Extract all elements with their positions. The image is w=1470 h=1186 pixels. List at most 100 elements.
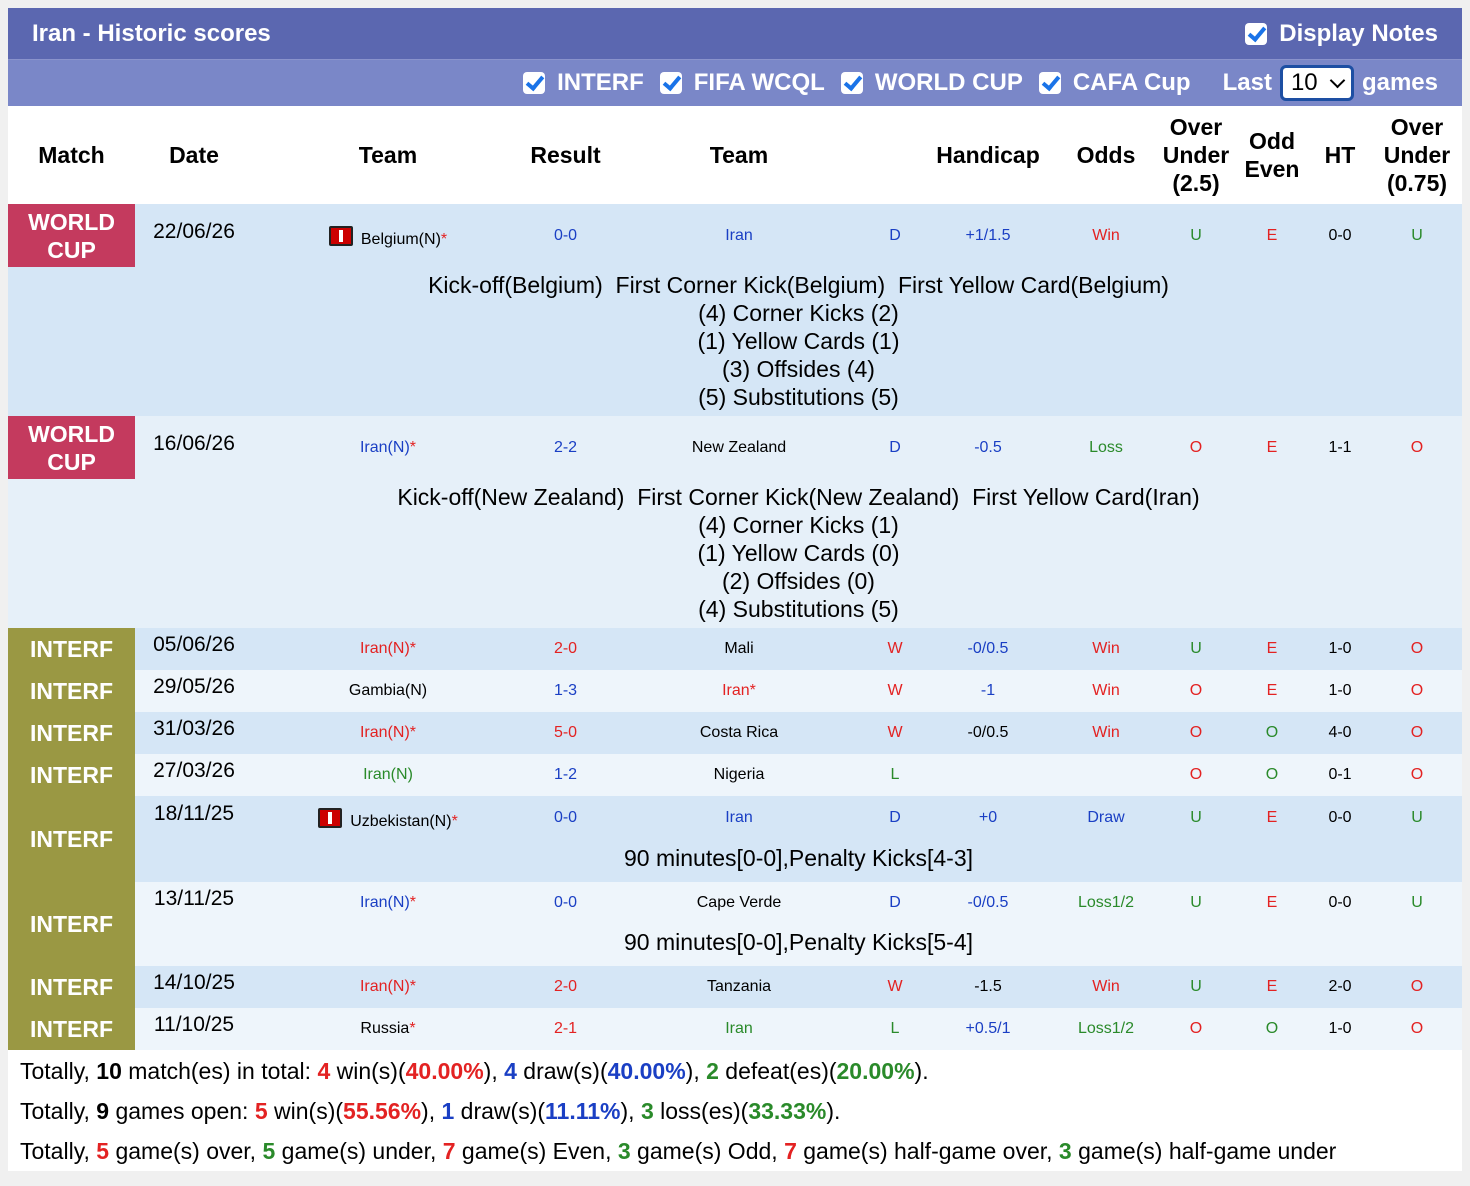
filter-cafa-cup[interactable]: CAFA Cup (1038, 69, 1191, 97)
away-team[interactable]: Tanzania (706, 978, 772, 995)
odd-even: E (1266, 894, 1278, 911)
last-label: Last (1222, 69, 1272, 96)
filter-cafa-cup-checkbox[interactable] (1038, 72, 1061, 94)
home-team[interactable]: Iran(N) (363, 766, 413, 783)
league-badge[interactable]: WORLD CUP (8, 204, 135, 267)
filter-fifa-wcql[interactable]: FIFA WCQL (659, 69, 825, 97)
over-under-ht: U (1411, 809, 1423, 826)
match-date: 31/03/26 (153, 717, 235, 740)
note-line: (4) Corner Kicks (1) (698, 512, 899, 538)
league-badge[interactable]: INTERF (8, 712, 135, 754)
odds-cell: Loss1/2 (1056, 889, 1156, 917)
away-team[interactable]: Cape Verde (696, 894, 782, 911)
handicap-cell: -0/0.5 (920, 635, 1056, 663)
match-result[interactable]: 2-0 (553, 978, 578, 995)
away-team[interactable]: New Zealand (691, 438, 787, 456)
away-team-cell: Nigeria (608, 761, 870, 789)
home-team-cell: Gambia(N) (253, 677, 523, 705)
league-badge[interactable]: INTERF (8, 882, 135, 966)
oe-cell: E (1236, 677, 1308, 705)
col-team-away: Team (709, 142, 769, 168)
away-team[interactable]: Costa Rica (699, 724, 779, 741)
home-team-cell: Iran(N)* (253, 434, 523, 462)
away-team[interactable]: Nigeria (713, 766, 765, 783)
match-block: INTERF 27/03/26 Iran(N) 1-2 Nigeria L O O 0-1 O (8, 754, 1462, 796)
home-team[interactable]: Iran(N) (359, 640, 410, 657)
handicap-cell: +1/1.5 (920, 222, 1056, 250)
match-result[interactable]: 2-1 (553, 1020, 578, 1037)
match-result[interactable]: 0-0 (553, 226, 578, 244)
over-under: U (1190, 226, 1202, 244)
ou-cell: O (1156, 1015, 1236, 1043)
ht-cell: 1-0 (1308, 635, 1372, 663)
home-team[interactable]: Uzbekistan(N) (350, 813, 452, 830)
home-team[interactable]: Iran(N) (359, 894, 410, 911)
filter-interf[interactable]: INTERF (523, 69, 644, 97)
home-team[interactable]: Russia (360, 1020, 410, 1037)
note-line: (4) Substitutions (5) (698, 596, 899, 622)
handicap: -0/0.5 (967, 894, 1009, 911)
host-star: * (409, 640, 416, 657)
match-result[interactable]: 5-0 (553, 724, 578, 741)
match-date: 29/05/26 (153, 675, 235, 698)
ou-cell: O (1156, 761, 1236, 789)
odd-even: O (1265, 766, 1279, 783)
display-notes-toggle[interactable]: Display Notes (1245, 20, 1438, 48)
odd-even: E (1266, 438, 1278, 456)
match-result[interactable]: 2-2 (553, 438, 578, 456)
away-team[interactable]: Iran (725, 1020, 753, 1037)
host-star: * (409, 1020, 416, 1037)
league-badge[interactable]: INTERF (8, 754, 135, 796)
oe-cell: O (1236, 719, 1308, 747)
ou2-cell: U (1372, 804, 1462, 832)
match-result[interactable]: 1-2 (553, 766, 578, 783)
wl-cell: W (870, 719, 920, 747)
match-date: 05/06/26 (153, 633, 235, 656)
home-team[interactable]: Iran(N) (359, 438, 410, 456)
home-team-cell: Russia* (253, 1015, 523, 1043)
league-badge[interactable]: INTERF (8, 628, 135, 670)
date-cell: 13/11/25 (135, 885, 253, 913)
result-cell: 5-0 (523, 719, 608, 747)
last-games-select[interactable]: 10 (1279, 65, 1354, 101)
wl-cell: W (870, 973, 920, 1001)
league-badge[interactable]: INTERF (8, 796, 135, 882)
col-result: Result (530, 142, 601, 168)
away-team[interactable]: Iran (722, 682, 750, 699)
oe-cell: E (1236, 889, 1308, 917)
host-star: * (440, 230, 448, 248)
match-date: 14/10/25 (153, 971, 235, 994)
result-cell: 2-1 (523, 1015, 608, 1043)
match-result[interactable]: 0-0 (553, 809, 578, 826)
match-result[interactable]: 1-3 (553, 682, 578, 699)
filter-world-cup[interactable]: WORLD CUP (840, 69, 1023, 97)
filter-world-cup-checkbox[interactable] (840, 72, 863, 94)
match-result[interactable]: 2-0 (553, 640, 578, 657)
home-team[interactable]: Gambia(N) (348, 682, 428, 699)
league-badge[interactable]: WORLD CUP (8, 416, 135, 479)
ou2-cell: U (1372, 222, 1462, 250)
ou-cell: U (1156, 804, 1236, 832)
filter-interf-checkbox[interactable] (523, 72, 546, 94)
match-result[interactable]: 0-0 (553, 894, 578, 911)
home-team[interactable]: Iran(N) (359, 724, 410, 741)
filter-fifa-wcql-checkbox[interactable] (659, 72, 682, 94)
league-badge[interactable]: INTERF (8, 1008, 135, 1050)
display-notes-checkbox[interactable] (1245, 22, 1268, 45)
match-block: INTERF 13/11/25 Iran(N)* 0-0 Cape Verde D -0/0… (8, 882, 1462, 966)
handicap: +1/1.5 (965, 226, 1011, 244)
league-badge[interactable]: INTERF (8, 966, 135, 1008)
handicap: +0 (978, 809, 998, 826)
half-time-score: 1-0 (1328, 1020, 1352, 1037)
league-badge[interactable]: INTERF (8, 670, 135, 712)
panel-header: Iran - Historic scores Display Notes (8, 8, 1462, 60)
away-team[interactable]: Iran (725, 809, 753, 826)
date-cell: 14/10/25 (135, 969, 253, 997)
note-line: Kick-off(New Zealand) First Corner Kick(… (397, 484, 1200, 510)
home-team[interactable]: Belgium(N) (360, 230, 441, 248)
half-time-score: 1-1 (1328, 438, 1352, 456)
home-team[interactable]: Iran(N) (359, 978, 410, 995)
date-cell: 29/05/26 (135, 673, 253, 701)
away-team[interactable]: Iran (725, 226, 753, 244)
away-team[interactable]: Mali (724, 640, 754, 657)
